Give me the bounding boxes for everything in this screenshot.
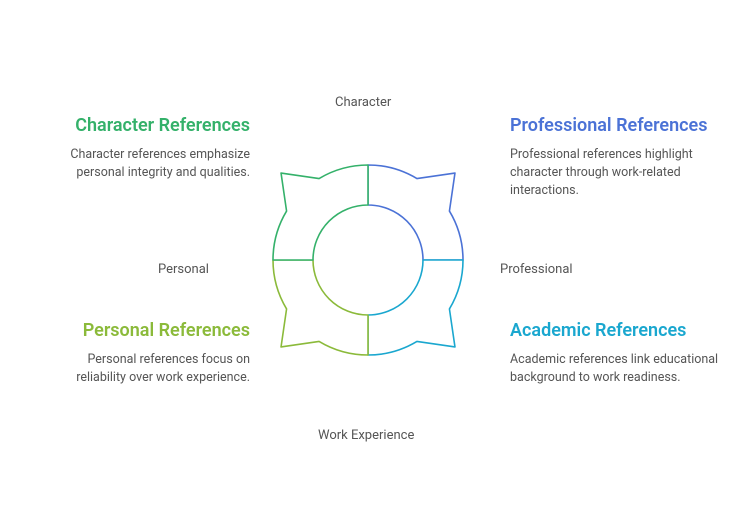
axis-label-left: Personal [158, 262, 209, 277]
axis-label-top: Character [335, 95, 391, 110]
quad-title-bottom-right: Academic References [510, 320, 720, 343]
quad-title-bottom-left: Personal References [40, 320, 250, 343]
quad-desc-bottom-left: Personal references focus on reliability… [40, 351, 250, 387]
ring-segment-bottom-right [368, 260, 463, 355]
quadrant-top-left: Character References Character reference… [40, 115, 250, 182]
quadrant-bottom-right: Academic References Academic references … [510, 320, 720, 387]
quad-title-top-left: Character References [40, 115, 250, 138]
ring-segment-bottom-left [273, 260, 368, 355]
ring-segment-top-right [368, 165, 463, 260]
ring-segment-top-left [273, 165, 368, 260]
quadrant-bottom-left: Personal References Personal references … [40, 320, 250, 387]
axis-label-bottom: Work Experience [318, 428, 414, 443]
quad-desc-top-left: Character references emphasize personal … [40, 146, 250, 182]
quad-title-top-right: Professional References [510, 115, 720, 138]
cycle-ring [228, 120, 508, 400]
axis-label-right: Professional [500, 262, 573, 277]
quad-desc-top-right: Professional references highlight charac… [510, 146, 720, 200]
quad-desc-bottom-right: Academic references link educational bac… [510, 351, 720, 387]
quadrant-top-right: Professional References Professional ref… [510, 115, 720, 200]
